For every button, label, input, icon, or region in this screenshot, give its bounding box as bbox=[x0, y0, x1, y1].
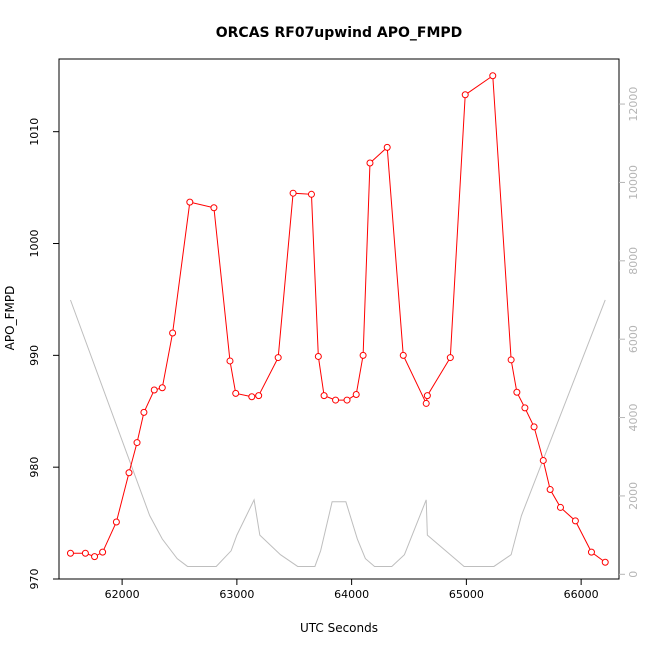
data-point bbox=[513, 388, 521, 396]
data-point bbox=[461, 91, 469, 99]
data-point bbox=[587, 548, 595, 556]
data-point bbox=[255, 392, 263, 400]
x-tick-label: 65000 bbox=[449, 588, 484, 601]
data-point bbox=[140, 408, 148, 416]
data-point bbox=[91, 553, 99, 561]
data-point bbox=[81, 549, 89, 557]
y-tick-label: 980 bbox=[28, 457, 41, 478]
data-point bbox=[422, 399, 430, 407]
data-point bbox=[232, 389, 240, 397]
data-point bbox=[125, 469, 133, 477]
data-point bbox=[601, 558, 609, 566]
data-point bbox=[399, 351, 407, 359]
data-point bbox=[546, 486, 554, 494]
data-point bbox=[383, 143, 391, 151]
data-point bbox=[314, 352, 322, 360]
y2-tick-label: 4000 bbox=[627, 404, 640, 432]
y-tick-label: 1000 bbox=[28, 230, 41, 258]
data-point bbox=[66, 549, 74, 557]
data-point bbox=[112, 518, 120, 526]
x-tick-label: 62000 bbox=[105, 588, 140, 601]
data-point bbox=[133, 439, 141, 447]
data-point bbox=[343, 396, 351, 404]
data-point bbox=[352, 390, 360, 398]
x-tick-label: 66000 bbox=[564, 588, 599, 601]
data-point bbox=[158, 384, 166, 392]
data-point bbox=[366, 159, 374, 167]
chart-title: ORCAS RF07upwind APO_FMPD bbox=[216, 25, 463, 41]
y2-tick-label: 12000 bbox=[627, 87, 640, 122]
y-tick-label: 990 bbox=[28, 345, 41, 366]
data-point bbox=[571, 517, 579, 525]
data-point bbox=[446, 354, 454, 362]
data-point bbox=[186, 198, 194, 206]
red-series-layer bbox=[66, 72, 609, 566]
data-point bbox=[99, 548, 107, 556]
data-point bbox=[423, 392, 431, 400]
data-point bbox=[210, 204, 218, 212]
data-point bbox=[556, 503, 564, 511]
data-point bbox=[274, 354, 282, 362]
data-point bbox=[248, 393, 256, 401]
axes-layer: 62000 63000 64000 65000 66000 970 980 990 1000 10… bbox=[28, 87, 640, 601]
y2-tick-label: 8000 bbox=[627, 247, 640, 275]
data-point bbox=[359, 351, 367, 359]
data-point bbox=[150, 386, 158, 394]
grey-series-layer bbox=[70, 299, 606, 567]
data-point bbox=[332, 396, 340, 404]
y-tick-label: 1010 bbox=[28, 118, 41, 146]
x-tick-label: 63000 bbox=[219, 588, 254, 601]
plot-frame bbox=[58, 58, 620, 580]
y2-tick-label: 6000 bbox=[627, 325, 640, 353]
y2-tick-label: 2000 bbox=[627, 482, 640, 510]
x-tick-label: 64000 bbox=[334, 588, 369, 601]
data-point bbox=[507, 356, 515, 364]
altitude-series-line bbox=[70, 299, 606, 567]
data-point bbox=[530, 423, 538, 431]
data-point bbox=[539, 456, 547, 464]
data-point bbox=[289, 189, 297, 197]
data-point bbox=[226, 357, 234, 365]
data-point bbox=[169, 329, 177, 337]
x-axis-label: UTC Seconds bbox=[300, 621, 378, 635]
y2-tick-label: 10000 bbox=[627, 165, 640, 200]
y-axis-label: APO_FMPD bbox=[3, 286, 17, 351]
y2-tick-label: 0 bbox=[627, 571, 640, 578]
data-point bbox=[307, 190, 315, 198]
data-point bbox=[521, 404, 529, 412]
data-point bbox=[489, 72, 497, 80]
y-tick-label: 970 bbox=[28, 569, 41, 590]
data-point bbox=[320, 392, 328, 400]
